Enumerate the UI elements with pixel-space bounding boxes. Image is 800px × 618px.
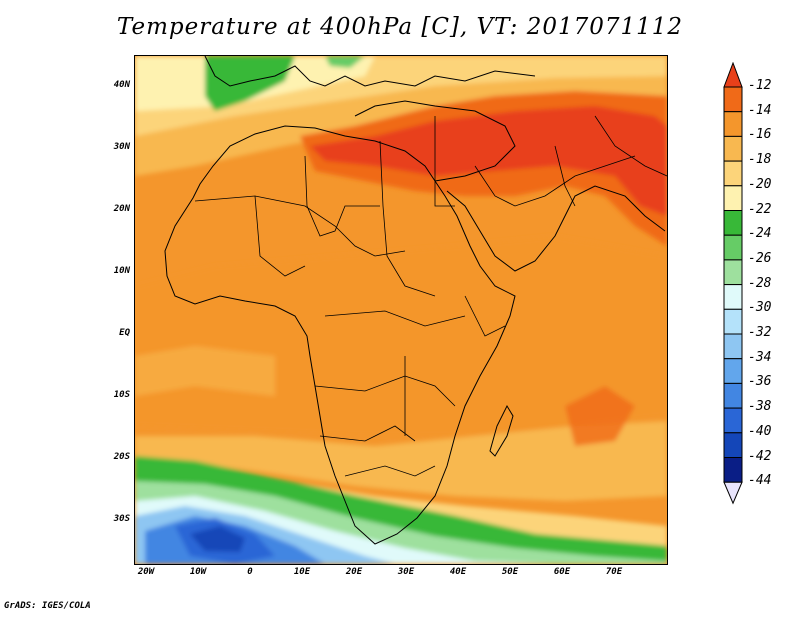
lat-label-10n: 10N	[113, 266, 130, 276]
field-south-subtropics	[135, 421, 667, 501]
colorbar-label: -28	[748, 275, 772, 291]
colorbar-top-arrow	[723, 61, 743, 88]
colorbar-segment	[723, 457, 743, 483]
lon-label-20w: 20W	[137, 567, 155, 577]
field-indian-ocean-warm	[565, 386, 635, 446]
arabia-india-coastline	[446, 185, 666, 272]
europe-coastline	[204, 56, 536, 87]
colorbar-segment	[723, 160, 743, 187]
field-south-cold-core	[190, 526, 245, 552]
lon-label-50e: 50E	[501, 567, 519, 577]
colorbar-segment	[723, 432, 743, 458]
colorbar-segment	[723, 86, 743, 113]
colorbar-segment	[723, 358, 743, 384]
country-borders	[194, 115, 667, 477]
colorbar-bottom-arrow	[723, 481, 743, 505]
colorbar-label: -16	[748, 127, 772, 143]
coastlines	[164, 56, 666, 545]
lon-label-60e: 60E	[553, 567, 571, 577]
lat-label-eq: EQ	[119, 328, 130, 338]
colorbar-segment	[723, 308, 743, 335]
colorbar-segment	[723, 284, 743, 310]
lat-label-40n: 40N	[113, 80, 130, 90]
credit-text: GrADS: IGES/COLA	[4, 601, 91, 611]
colorbar-label: -24	[748, 226, 772, 242]
colorbar-segment	[723, 135, 743, 162]
lat-label-20s: 20S	[113, 452, 130, 462]
madagascar-coastline	[489, 404, 514, 457]
field-alps-green	[325, 56, 365, 68]
lat-label-10s: 10S	[113, 390, 130, 400]
colorbar-segment	[723, 111, 743, 137]
colorbar-segment	[723, 382, 743, 409]
lon-label-0: 0	[247, 567, 253, 577]
lon-label-10e: 10E	[293, 567, 311, 577]
field-iberia-green	[205, 56, 295, 111]
colorbar-label: -18	[748, 152, 772, 168]
colorbar-segment	[723, 185, 743, 212]
colorbar-segment	[723, 333, 743, 360]
colorbar-label: -44	[748, 473, 772, 489]
lon-label-30e: 30E	[397, 567, 415, 577]
colorbar-label: -26	[748, 250, 772, 266]
colorbar-label: -40	[748, 423, 772, 439]
border	[474, 155, 636, 207]
lat-label-30s: 30S	[113, 514, 130, 524]
border	[554, 145, 576, 207]
colorbar-label: -14	[748, 102, 772, 118]
mediterranean-coastline	[354, 100, 516, 182]
colorbar-segment	[723, 407, 743, 434]
lon-label-10w: 10W	[189, 567, 207, 577]
border	[464, 295, 506, 337]
border	[254, 195, 306, 277]
colorbar-label: -42	[748, 448, 772, 464]
colorbar-label: -12	[748, 78, 772, 93]
field-atlantic-patch	[135, 346, 275, 396]
colorbar-segment	[723, 210, 743, 236]
lon-label-70e: 70E	[605, 567, 623, 577]
colorbar-label: -36	[748, 374, 772, 390]
border	[379, 140, 436, 297]
colorbar-label: -34	[748, 349, 772, 365]
colorbar-label: -20	[748, 176, 772, 192]
border	[344, 465, 436, 477]
colorbar-graphic	[723, 61, 743, 505]
lon-label-40e: 40E	[449, 567, 467, 577]
colorbar-label: -32	[748, 325, 772, 340]
border	[434, 116, 455, 207]
colorbar-label: -38	[748, 399, 772, 415]
temperature-field	[135, 56, 667, 564]
border	[594, 115, 667, 177]
border	[304, 155, 380, 237]
africa-coastline	[164, 125, 516, 545]
lat-label-20n: 20N	[113, 204, 130, 214]
colorbar-segment	[723, 259, 743, 286]
lat-label-30n: 30N	[113, 142, 130, 152]
field-hottest-zone	[310, 106, 667, 216]
colorbar-label: -22	[748, 201, 772, 217]
colorbar-segment	[723, 234, 743, 261]
colorbar-label: -30	[748, 300, 772, 316]
lon-label-20e: 20E	[345, 567, 363, 577]
temperature-map	[134, 55, 668, 565]
colorbar	[723, 61, 743, 562]
border	[324, 310, 466, 327]
map-title: Temperature at 400hPa [C], VT: 201707111…	[116, 14, 684, 40]
